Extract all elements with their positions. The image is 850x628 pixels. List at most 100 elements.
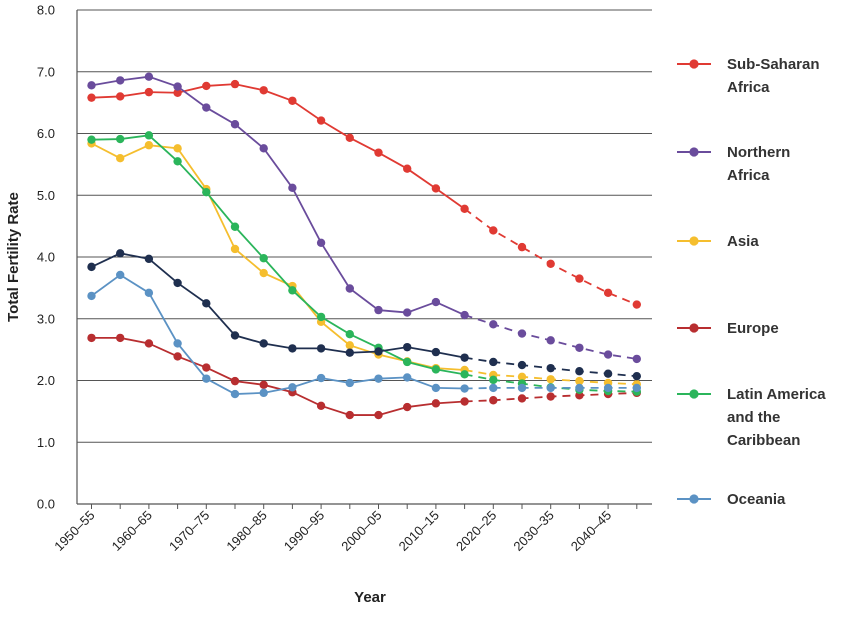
data-point	[345, 410, 354, 420]
series-line-estimate	[90, 273, 465, 395]
data-point	[575, 274, 584, 283]
grid-lines	[77, 9, 652, 443]
data-point	[288, 96, 297, 105]
data-point	[173, 352, 182, 361]
data-point	[230, 79, 240, 89]
legend-label: Oceania	[727, 491, 786, 508]
data-point	[144, 141, 154, 150]
data-point	[546, 336, 555, 345]
y-tick-label: 1.0	[37, 435, 55, 450]
data-point	[173, 157, 182, 166]
data-point	[345, 341, 354, 350]
data-point	[431, 399, 441, 408]
x-tick-label: 2040–45	[568, 508, 614, 554]
data-point	[288, 183, 297, 193]
data-point	[259, 254, 268, 263]
data-point	[173, 339, 182, 348]
data-point	[87, 93, 96, 102]
data-point	[403, 164, 412, 173]
series-northern-africa	[87, 72, 641, 364]
data-point	[259, 388, 268, 398]
data-point	[575, 343, 584, 352]
legend-swatch-dot	[689, 147, 699, 157]
data-point	[288, 286, 297, 295]
data-point	[431, 297, 441, 307]
data-point	[546, 259, 555, 268]
data-point	[632, 300, 641, 309]
data-point	[173, 144, 182, 153]
data-point	[144, 288, 154, 298]
data-point	[173, 88, 182, 97]
data-point	[603, 288, 613, 298]
data-point	[489, 226, 498, 235]
legend-label: Africa	[727, 167, 770, 184]
data-point	[603, 369, 613, 378]
legend-item: Europe	[677, 320, 779, 337]
legend-label: Latin America	[727, 386, 826, 403]
data-point	[546, 392, 555, 401]
data-point	[489, 320, 498, 329]
legend-label: Caribbean	[727, 432, 800, 449]
data-point	[144, 254, 154, 264]
data-point	[173, 278, 182, 288]
data-point	[517, 329, 527, 338]
y-tick-label: 8.0	[37, 3, 55, 18]
legend: Sub-Saharan Africa Northern Africa Asia Europ…	[677, 56, 826, 508]
data-point	[144, 131, 154, 140]
data-point	[489, 383, 498, 393]
data-point	[345, 284, 354, 293]
series-world	[87, 249, 641, 381]
y-tick-label: 4.0	[37, 250, 55, 265]
data-point	[259, 86, 268, 95]
data-point	[431, 347, 441, 357]
legend-item: Asia	[677, 233, 759, 250]
data-point	[202, 187, 211, 197]
data-point	[316, 238, 326, 247]
series-europe	[87, 333, 641, 420]
legend-swatch-dot	[689, 494, 699, 504]
x-tick-label: 1970–75	[166, 508, 212, 554]
series-oceania	[87, 270, 641, 399]
data-point	[431, 365, 441, 374]
data-point	[546, 375, 555, 384]
legend-item: Latin America and the Caribbean	[677, 386, 826, 449]
data-point	[603, 383, 613, 393]
x-tick-label: 1990–95	[281, 508, 327, 554]
data-point	[230, 244, 240, 254]
data-point	[431, 184, 441, 193]
legend-item: Oceania	[677, 491, 786, 508]
data-point	[374, 410, 383, 420]
data-point	[460, 384, 469, 393]
y-tick-label: 7.0	[37, 64, 55, 79]
legend-swatch-dot	[689, 236, 699, 246]
data-point	[603, 350, 613, 359]
data-point	[460, 370, 469, 379]
data-point	[460, 310, 469, 320]
data-point	[575, 376, 584, 386]
legend-label: Europe	[727, 320, 779, 337]
data-point	[517, 394, 527, 403]
data-point	[517, 372, 527, 381]
data-point	[403, 357, 412, 367]
data-point	[575, 367, 584, 376]
data-point	[173, 82, 182, 91]
data-point	[230, 376, 240, 386]
data-point	[517, 242, 527, 252]
legend-item: Northern Africa	[677, 144, 790, 184]
x-tick-label: 1960–65	[109, 508, 155, 554]
series-sub-saharan-africa	[87, 79, 641, 309]
data-point	[374, 347, 383, 356]
data-point	[316, 344, 326, 353]
y-tick-label: 0.0	[37, 497, 55, 512]
series-line-estimate	[91, 336, 465, 416]
data-point	[403, 373, 412, 382]
series-asia	[87, 139, 641, 389]
legend-swatch-dot	[689, 389, 699, 399]
data-point	[87, 81, 96, 90]
data-point	[259, 380, 268, 390]
data-point	[546, 363, 555, 373]
x-axis-title: Year	[354, 589, 386, 606]
legend-label: Africa	[727, 79, 770, 96]
data-point	[259, 268, 268, 278]
